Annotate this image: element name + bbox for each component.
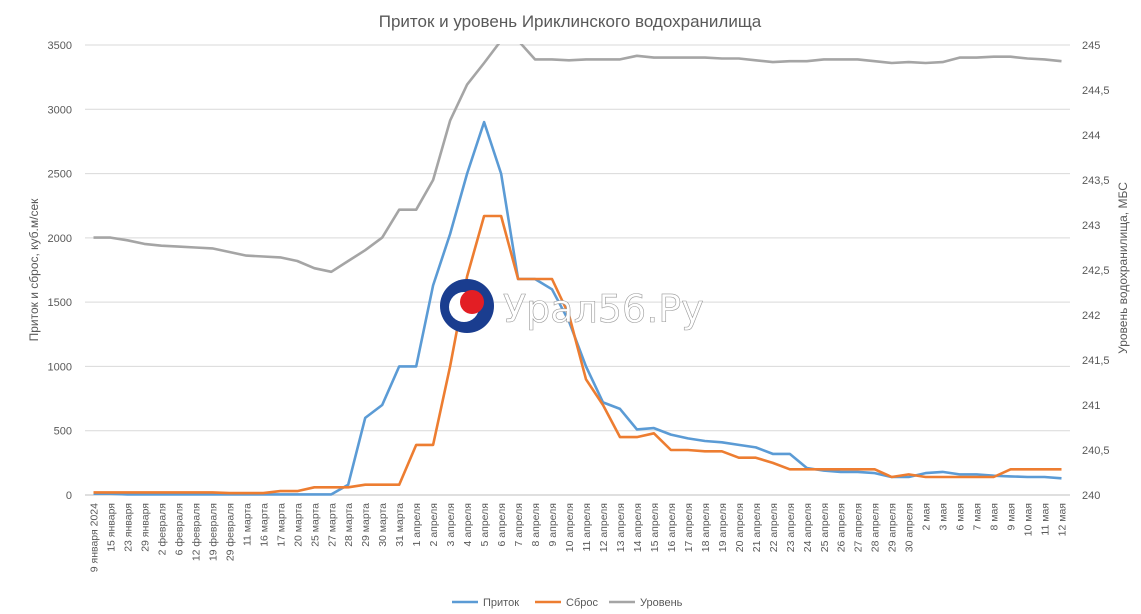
y-left-tick-label: 3000 [48, 104, 72, 116]
x-tick-label: 19 февраля [207, 503, 219, 561]
y-axis-left-ticks: 0 500 1000 1500 2000 2500 3000 3500 [48, 40, 72, 502]
x-tick-label: 28 марта [343, 503, 355, 547]
y-right-tick-label: 244,5 [1082, 85, 1110, 97]
x-tick-label: 12 мая [1057, 503, 1069, 536]
legend-label-0: Приток [483, 597, 519, 609]
y-right-tick-label: 242,5 [1082, 265, 1110, 277]
x-tick-label: 23 января [122, 503, 134, 552]
x-tick-label: 18 апреля [700, 503, 712, 552]
x-tick-label: 7 апреля [513, 503, 525, 546]
y-axis-right-ticks: 240 240,5 241 241,5 242 242,5 243 243,5 244 244,5… [1082, 40, 1110, 502]
x-tick-label: 23 апреля [785, 503, 797, 552]
y-left-tick-label: 2500 [48, 169, 72, 181]
x-tick-label: 14 апреля [632, 503, 644, 552]
x-tick-label: 3 мая [938, 503, 950, 531]
x-tick-label: 29 апреля [887, 503, 899, 552]
x-tick-label: 16 апреля [666, 503, 678, 552]
chart-title: Приток и уровень Ириклинского водохранил… [379, 12, 762, 31]
x-tick-label: 2 февраля [156, 503, 168, 555]
x-tick-label: 29 марта [360, 503, 372, 547]
x-tick-label: 15 апреля [649, 503, 661, 552]
x-tick-label: 9 января 2024 [88, 503, 100, 572]
y-axis-left-title: Приток и сброс, куб.м/сек [27, 198, 41, 342]
x-tick-label: 3 апреля [445, 503, 457, 546]
x-tick-label: 9 апреля [547, 503, 559, 546]
y-left-tick-label: 1500 [48, 297, 72, 309]
watermark-text: Урал56.Ру [503, 287, 704, 331]
x-tick-label: 2 апреля [428, 503, 440, 546]
x-tick-label: 16 марта [258, 503, 270, 547]
x-tick-label: 7 мая [972, 503, 984, 531]
x-tick-label: 29 февраля [224, 503, 236, 561]
legend-label-2: Уровень [640, 597, 683, 609]
x-tick-label: 25 апреля [819, 503, 831, 552]
x-tick-label: 8 мая [989, 503, 1001, 531]
series-lines [93, 44, 1062, 496]
x-tick-label: 4 апреля [462, 503, 474, 546]
x-tick-label: 11 марта [241, 503, 253, 546]
watermark-logo-dot [460, 290, 484, 314]
x-tick-label: 29 января [139, 503, 151, 552]
y-left-tick-label: 0 [66, 490, 72, 502]
y-right-tick-label: 240,5 [1082, 445, 1110, 457]
y-right-tick-label: 241,5 [1082, 355, 1110, 367]
y-left-tick-label: 3500 [48, 40, 72, 52]
y-right-tick-label: 243 [1082, 220, 1100, 232]
y-left-tick-label: 1000 [48, 361, 72, 373]
x-tick-label: 13 апреля [615, 503, 627, 552]
x-tick-label: 27 апреля [853, 503, 865, 552]
x-tick-label: 31 марта [394, 503, 406, 547]
x-tick-label: 26 апреля [836, 503, 848, 552]
x-tick-label: 20 марта [292, 503, 304, 547]
y-right-tick-label: 241 [1082, 400, 1100, 412]
x-tick-label: 11 мая [1040, 503, 1052, 536]
y-left-tick-label: 2000 [48, 233, 72, 245]
y-right-tick-label: 245 [1082, 40, 1100, 52]
y-right-tick-label: 242 [1082, 310, 1100, 322]
x-tick-label: 22 апреля [768, 503, 780, 552]
x-tick-label: 2 мая [921, 503, 933, 531]
x-tick-label: 12 февраля [190, 503, 202, 561]
x-tick-label: 11 апреля [581, 503, 593, 552]
x-tick-label: 5 апреля [479, 503, 491, 546]
y-axis-right-title: Уровень водохранилища, МБС [1116, 182, 1130, 354]
x-axis-ticks: 9 января 2024 15 января 23 января 29 января… [88, 503, 1068, 572]
y-right-tick-label: 240 [1082, 490, 1100, 502]
legend: Приток Сброс Уровень [452, 597, 683, 609]
x-tick-label: 25 марта [309, 503, 321, 547]
x-tick-label: 10 апреля [564, 503, 576, 552]
x-tick-label: 1 апреля [411, 503, 423, 546]
series-line-1 [93, 214, 1062, 495]
x-tick-label: 19 апреля [717, 503, 729, 552]
x-tick-label: 9 мая [1006, 503, 1018, 531]
x-tick-label: 6 мая [955, 503, 967, 531]
x-tick-label: 6 апреля [496, 503, 508, 546]
x-tick-label: 30 апреля [904, 503, 916, 552]
x-tick-label: 17 марта [275, 503, 287, 547]
x-tick-label: 10 мая [1023, 503, 1035, 536]
gridlines [85, 44, 1070, 496]
x-tick-label: 27 марта [326, 503, 338, 547]
y-right-tick-label: 243,5 [1082, 175, 1110, 187]
x-tick-label: 24 апреля [802, 503, 814, 552]
x-tick-label: 12 апреля [598, 503, 610, 552]
x-tick-label: 6 февраля [173, 503, 185, 555]
watermark: Урал56.Ру [440, 279, 704, 333]
x-tick-label: 20 апреля [734, 503, 746, 552]
y-right-tick-label: 244 [1082, 130, 1100, 142]
legend-label-1: Сброс [566, 597, 598, 609]
x-tick-label: 30 марта [377, 503, 389, 547]
x-tick-label: 17 апреля [683, 503, 695, 552]
y-left-tick-label: 500 [54, 426, 72, 438]
x-tick-label: 21 апреля [751, 503, 763, 552]
x-tick-label: 8 апреля [530, 503, 542, 546]
x-tick-label: 28 апреля [870, 503, 882, 552]
x-tick-label: 15 января [105, 503, 117, 552]
series-line-2 [93, 44, 1062, 274]
